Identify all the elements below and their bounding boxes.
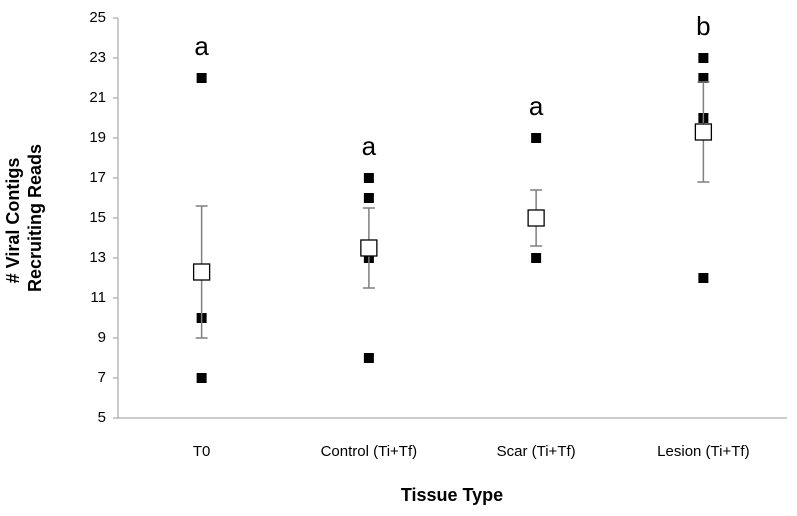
annotation: b	[696, 11, 710, 41]
x-tick-label: Lesion (Ti+Tf)	[657, 443, 749, 460]
data-point	[531, 253, 542, 263]
data-point	[196, 73, 207, 83]
y-tick-label: 7	[98, 369, 106, 386]
annotation: a	[362, 131, 377, 161]
mean-marker	[360, 239, 378, 257]
y-tick-label: 15	[89, 209, 106, 226]
data-point	[698, 273, 709, 283]
x-axis-title: Tissue Type	[401, 485, 503, 505]
y-tick-label: 5	[98, 409, 106, 426]
y-tick-label: 25	[89, 9, 106, 26]
mean-marker	[192, 263, 211, 281]
y-tick-label: 9	[98, 329, 106, 346]
data-point	[363, 353, 374, 363]
x-tick-label: T0	[193, 443, 211, 460]
y-tick-label: 23	[89, 49, 106, 66]
data-point	[363, 173, 374, 183]
data-point	[363, 193, 374, 203]
y-tick-label: 21	[89, 89, 106, 106]
data-point	[698, 73, 709, 83]
y-axis-title-line: Recruiting Reads	[25, 144, 45, 292]
y-tick-label: 19	[89, 129, 106, 146]
data-point	[698, 53, 709, 63]
y-tick-label: 11	[90, 289, 106, 306]
y-tick-label: 17	[89, 169, 106, 186]
mean-marker	[527, 209, 545, 227]
data-point	[196, 373, 207, 383]
x-tick-label: Scar (Ti+Tf)	[497, 443, 576, 460]
y-axis-title: # Viral Contigs Recruiting Reads	[3, 144, 45, 292]
y-tick-label: 13	[89, 249, 106, 266]
y-axis-title-line: # Viral Contigs	[3, 158, 23, 284]
x-tick-label: Control (Ti+Tf)	[321, 443, 418, 460]
data-point	[531, 133, 542, 143]
annotation: a	[529, 91, 544, 121]
mean-marker	[694, 123, 713, 141]
annotation: a	[194, 31, 209, 61]
